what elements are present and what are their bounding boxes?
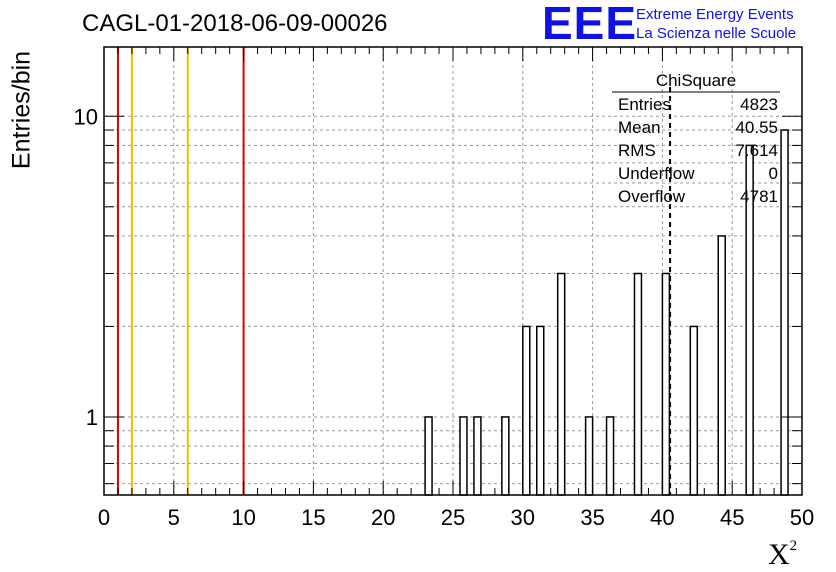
- x-axis-label-superscript: 2: [789, 538, 798, 554]
- y-tick-label: 10: [74, 104, 98, 129]
- x-tick-label: 15: [301, 505, 325, 530]
- histogram-bar: [689, 325, 699, 496]
- histogram-bar: [605, 416, 615, 496]
- x-axis-label: X2: [768, 538, 797, 572]
- logo-text-line1: Extreme Energy Events: [636, 6, 794, 23]
- x-tick-label: 35: [580, 505, 604, 530]
- stats-label: Mean: [618, 118, 661, 137]
- stats-label: Underflow: [618, 164, 695, 183]
- chart-title: CAGL-01-2018-06-09-00026: [82, 10, 388, 37]
- eee-logo: EEE Extreme Energy Events La Scienza nel…: [542, 0, 834, 49]
- histogram-bar: [556, 272, 566, 496]
- histogram-bar: [424, 416, 433, 496]
- x-tick-label: 40: [650, 505, 674, 530]
- axis-ticks: 0 5 10 15 20 25 30 35 40 45 50 1 10: [74, 47, 814, 530]
- x-tick-label: 0: [98, 505, 110, 530]
- stats-value: 0: [769, 164, 778, 183]
- eee-logo-mark: EEE: [542, 0, 638, 49]
- stats-value: 4781: [740, 187, 778, 206]
- histogram-bar: [633, 272, 643, 496]
- x-tick-label: 5: [168, 505, 180, 530]
- stats-value: 40.55: [735, 118, 778, 137]
- stats-label: Entries: [618, 95, 671, 114]
- stats-title: ChiSquare: [656, 71, 736, 90]
- x-tick-label: 30: [511, 505, 535, 530]
- histogram-bar: [536, 325, 545, 496]
- histogram-bar: [459, 416, 468, 496]
- histogram-bar: [522, 325, 531, 496]
- stats-value: 4823: [740, 95, 778, 114]
- x-tick-label: 25: [441, 505, 465, 530]
- stats-value: 7.614: [735, 141, 778, 160]
- stats-box: ChiSquare Entries 4823 Mean 40.55 RMS 7.614 Und…: [612, 71, 780, 206]
- x-tick-label: 45: [720, 505, 744, 530]
- stats-label: Overflow: [618, 187, 686, 206]
- logo-text-line2: La Scienza nelle Scuole: [636, 25, 797, 42]
- histogram-bar: [584, 416, 594, 496]
- histogram-bar: [501, 416, 510, 496]
- x-tick-label: 10: [231, 505, 255, 530]
- y-tick-label: 1: [86, 405, 98, 430]
- histogram-bar: [780, 129, 789, 496]
- x-tick-label: 50: [790, 505, 814, 530]
- stats-label: RMS: [618, 141, 656, 160]
- histogram-bar: [473, 416, 482, 496]
- histogram-bars: [424, 129, 789, 496]
- x-axis-label-base: X: [768, 538, 790, 571]
- histogram-bar: [717, 235, 726, 496]
- reference-lines: [116, 47, 245, 495]
- histogram-bar: [661, 272, 671, 496]
- x-tick-label: 20: [371, 505, 395, 530]
